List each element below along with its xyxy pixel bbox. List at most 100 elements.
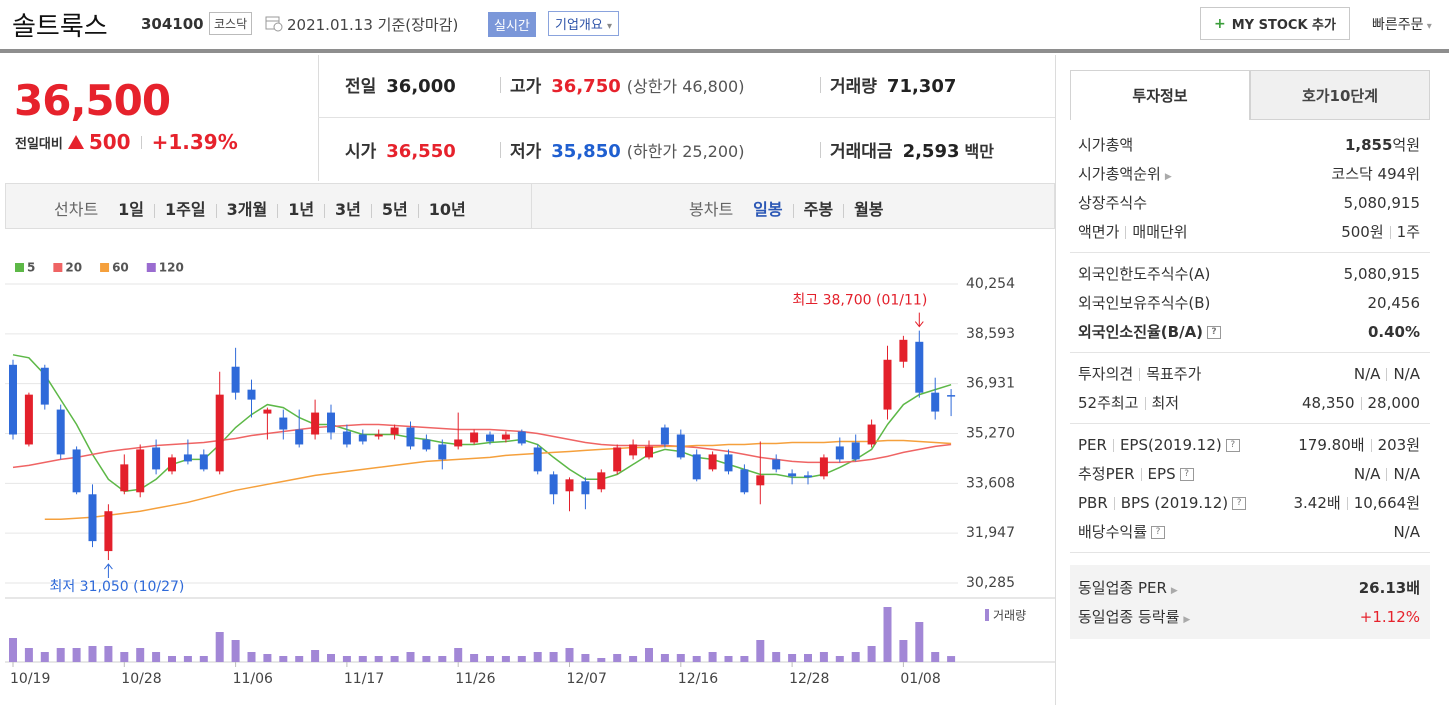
overview-button[interactable]: 기업개요 ▾ (548, 11, 620, 36)
field-note: (상한가 46,800) (626, 77, 745, 96)
period-option[interactable]: 10년 (428, 200, 466, 219)
volume-bar (819, 652, 828, 662)
volume-bar (883, 607, 892, 662)
label-text: 52주최고 (1078, 394, 1139, 412)
info-row: 외국인보유주식수(B) 20,456 (1070, 288, 1430, 317)
y-tick-label: 31,947 (966, 525, 1015, 541)
y-tick-label: 40,254 (966, 276, 1015, 292)
volume-bar (263, 654, 272, 662)
candle-body (660, 427, 669, 445)
y-tick-label: 35,270 (966, 425, 1015, 441)
label-text: 배당수익률 (1078, 523, 1148, 541)
period-option[interactable]: 일봉 (753, 200, 783, 219)
value-text: 20,456 (1367, 293, 1421, 312)
value-text: N/A (1353, 364, 1381, 383)
period-option[interactable]: 월봉 (854, 200, 884, 219)
legend-label: 5 (27, 261, 35, 275)
period-option[interactable]: 1일 (118, 200, 145, 219)
candle-body (454, 439, 463, 447)
row-label: 외국인보유주식수(B) (1078, 292, 1210, 313)
period-option[interactable]: 1년 (288, 200, 315, 219)
value-text: 0.40% (1367, 322, 1420, 341)
row-value: 코스닥 494위 (1331, 163, 1420, 184)
row-value: 1,855억원 (1345, 134, 1420, 155)
volume-bar (835, 656, 844, 662)
stock-code: 304100 (141, 15, 204, 33)
period-option[interactable]: 3개월 (226, 200, 268, 219)
volume-bar (104, 646, 113, 662)
field-value: 36,000 (386, 76, 456, 97)
y-tick-label: 33,608 (966, 475, 1015, 491)
label-text: PBR (1078, 493, 1108, 512)
quote-field: 고가 36,750 (상한가 46,800) (510, 72, 744, 97)
candle-body (915, 341, 924, 393)
help-icon[interactable]: ? (1151, 526, 1166, 539)
volume-bar (152, 652, 161, 662)
period-option[interactable]: 1주일 (165, 200, 206, 219)
high-arrow (914, 312, 924, 328)
help-icon[interactable]: ? (1207, 326, 1222, 339)
x-tick-label: 12/16 (678, 671, 718, 687)
info-panel: 투자정보 호가10단계 시가총액 1,855억원 시가총액순위 ▶ 코스닥 494위 상장주식… (1070, 70, 1430, 639)
my-stock-button[interactable]: + MY STOCK 추가 (1200, 7, 1350, 40)
label-text: 투자의견 (1078, 365, 1134, 383)
quote-field: 거래대금 2,593 백만 (830, 137, 994, 162)
ma-line (44, 439, 952, 520)
volume-bar (549, 652, 558, 662)
row-value: 20,456 (1368, 294, 1421, 312)
field-label: 시가 (345, 142, 377, 162)
candle-body (629, 444, 638, 456)
volume-bar (533, 652, 542, 662)
legend-label: 120 (159, 261, 184, 275)
field-value: 2,593 (902, 141, 960, 162)
tab[interactable]: 호가10단계 (1250, 70, 1430, 120)
peer-box: 동일업종 PER ▶ 26.13배 동일업종 등락률 ▶ +1.12% (1070, 565, 1430, 639)
info-section: 시가총액 1,855억원 시가총액순위 ▶ 코스닥 494위 상장주식수 5,080,915… (1070, 120, 1430, 253)
volume-bar (724, 656, 733, 662)
help-icon[interactable]: ? (1225, 438, 1240, 452)
x-tick-label: 10/28 (121, 671, 161, 687)
help-icon[interactable]: ? (1232, 496, 1247, 510)
period-option[interactable]: 주봉 (803, 200, 834, 219)
value-text: N/A (1393, 464, 1420, 483)
candle-body (88, 494, 97, 542)
sep (843, 203, 845, 218)
volume-bar (279, 656, 288, 662)
period-option[interactable]: 3년 (335, 200, 361, 219)
chart: 5 20 60 120 30,285 31,947 33,608 35,270 36,931 38… (5, 261, 1055, 687)
overview-label: 기업개요 (555, 18, 603, 33)
volume-bar (295, 656, 304, 662)
realtime-button[interactable]: 실시간 (488, 12, 536, 37)
x-tick-label: 01/08 (900, 671, 940, 687)
row-label: PBR BPS (2019.12)? (1078, 493, 1247, 512)
candle-body (136, 449, 145, 493)
help-icon[interactable]: ? (1179, 468, 1194, 481)
value-text: N/A (1353, 464, 1381, 483)
x-tick-label: 12/07 (567, 671, 607, 687)
field-value: 36,550 (386, 141, 456, 162)
period-bar: 선차트 1일 1주일 3개월 1년 3년 5년 10년 봉차트 일봉 주봉 월봉 (5, 183, 1055, 229)
label-text: 목표주가 (1146, 365, 1202, 383)
value-text: 26.13배 (1358, 579, 1420, 597)
header-rule (0, 49, 1449, 53)
value-text: N/A (1393, 522, 1420, 541)
candle-body (947, 395, 956, 397)
candle-body (470, 432, 479, 443)
volume-bar (88, 646, 97, 662)
quick-order[interactable]: 빠른주문 ▾ (1372, 17, 1432, 33)
quote-field: 시가 36,550 (345, 137, 456, 162)
candle-body (804, 475, 812, 478)
candle-body (295, 429, 304, 445)
low-arrow (104, 563, 113, 579)
volume-bar (374, 656, 383, 662)
info-row: 시가총액 1,855억원 (1070, 130, 1430, 159)
tab[interactable]: 투자정보 (1070, 70, 1250, 120)
divider (318, 55, 319, 181)
y-tick-label: 30,285 (966, 575, 1015, 591)
label-text: 외국인보유주식수(B) (1078, 294, 1211, 312)
legend-swatch (15, 263, 24, 272)
period-option[interactable]: 5년 (381, 200, 408, 219)
legend-swatch (53, 263, 63, 272)
divider (820, 77, 821, 93)
change-label: 전일대비 (15, 136, 63, 152)
